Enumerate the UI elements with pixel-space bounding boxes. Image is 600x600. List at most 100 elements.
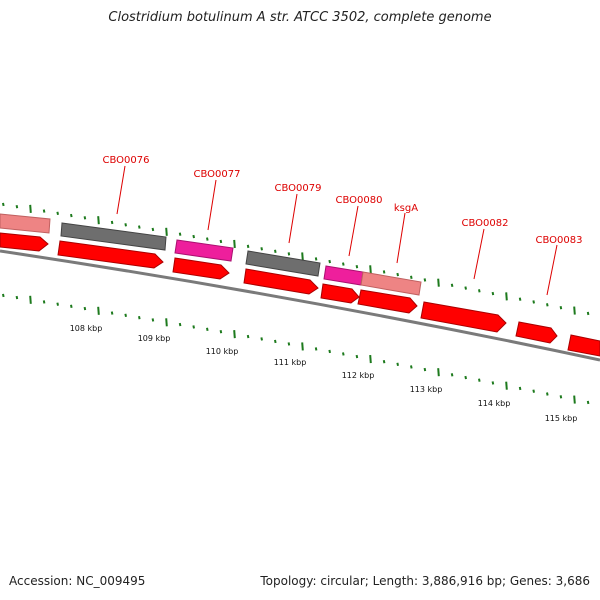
inner-scale-ticks (2, 293, 590, 405)
minor-tick (246, 334, 250, 339)
minor-tick (410, 275, 413, 279)
minor-tick (396, 362, 399, 366)
minor-tick (110, 311, 114, 315)
minor-tick (151, 227, 155, 232)
minor-tick (178, 232, 182, 236)
scale-label: 112 kbp (342, 371, 375, 380)
minor-tick (83, 306, 87, 311)
major-tick (29, 204, 32, 213)
minor-tick (287, 252, 291, 256)
cds-arrow[interactable] (420, 301, 507, 333)
minor-tick (342, 262, 345, 266)
minor-tick (70, 213, 73, 218)
minor-tick (491, 291, 495, 296)
minor-tick (328, 259, 331, 264)
minor-tick (15, 295, 19, 300)
scale-label: 113 kbp (410, 385, 443, 394)
gene-feature-ksga[interactable] (360, 271, 422, 296)
minor-tick (219, 330, 223, 334)
minor-tick (355, 354, 359, 359)
minor-tick (518, 386, 522, 391)
minor-tick (42, 209, 46, 213)
minor-tick (246, 244, 250, 249)
gene-feature-cbo0080[interactable] (323, 265, 364, 286)
minor-tick (342, 352, 345, 356)
cds-arrow[interactable] (567, 334, 600, 357)
minor-tick (260, 247, 263, 251)
minor-tick (559, 395, 563, 399)
minor-tick (450, 283, 454, 288)
minor-tick (178, 322, 182, 327)
scale-label: 115 kbp (545, 414, 578, 423)
minor-tick (70, 304, 73, 309)
minor-tick (355, 265, 359, 269)
minor-tick (478, 289, 481, 293)
minor-tick (260, 337, 263, 341)
gene-feature-cbo0077[interactable] (174, 239, 234, 262)
major-tick (437, 368, 440, 377)
outer-scale-ticks (2, 202, 590, 316)
cds-arrow[interactable] (320, 283, 360, 304)
minor-tick (2, 202, 5, 207)
gene-label-cbo0083: CBO0083 (536, 235, 583, 246)
major-tick (573, 395, 576, 404)
minor-tick (478, 378, 481, 382)
cds-arrow[interactable] (0, 232, 49, 252)
major-tick (233, 239, 236, 248)
minor-tick (546, 303, 549, 307)
gene-label-ksga: ksgA (394, 203, 418, 214)
minor-tick (124, 313, 127, 318)
cds-arrow[interactable] (357, 289, 418, 314)
major-tick (165, 318, 168, 327)
cds-arrow[interactable] (515, 321, 558, 344)
major-tick (97, 306, 100, 315)
accession-text: Accession: NC_009495 (9, 574, 146, 588)
major-tick (97, 216, 100, 225)
scale-label: 111 kbp (274, 358, 307, 367)
major-tick (301, 342, 304, 351)
minor-tick (532, 300, 535, 304)
upper-gene-track (0, 213, 422, 296)
scale-label: 110 kbp (206, 347, 239, 356)
gene-label-cbo0077: CBO0077 (194, 169, 241, 180)
minor-tick (328, 349, 331, 354)
gene-label-cbo0082: CBO0082 (462, 218, 509, 229)
major-tick (165, 227, 168, 236)
cds-arrow[interactable] (172, 257, 230, 280)
minor-tick (382, 270, 386, 274)
minor-tick (219, 239, 223, 244)
cds-arrow[interactable] (57, 240, 164, 269)
minor-tick (314, 257, 318, 261)
minor-tick (42, 300, 46, 304)
minor-tick (314, 347, 318, 351)
minor-tick (518, 297, 522, 301)
major-tick (369, 355, 372, 364)
minor-tick (56, 211, 59, 216)
scale-label: 109 kbp (138, 334, 171, 343)
map-title: Clostridium botulinum A str. ATCC 3502, … (108, 10, 492, 25)
minor-tick (274, 339, 277, 344)
minor-tick (15, 204, 19, 209)
scale-label: 114 kbp (478, 399, 511, 408)
gene-feature-cbo0079[interactable] (245, 250, 321, 277)
minor-tick (287, 342, 291, 346)
gene-labels: CBO0076 CBO0077 CBO0079 CBO0080 ksgA CBO… (103, 155, 583, 246)
minor-tick (491, 381, 495, 385)
minor-tick (382, 359, 386, 364)
cds-arrow[interactable] (243, 268, 319, 295)
major-tick (573, 306, 576, 315)
major-tick (29, 295, 32, 304)
major-tick (233, 330, 236, 339)
major-tick (369, 265, 372, 274)
scale-labels: 108 kbp 109 kbp 110 kbp 111 kbp 112 kbp … (70, 324, 578, 423)
minor-tick (124, 223, 127, 227)
topology-text: Topology: circular; Length: 3,886,916 bp… (260, 574, 590, 588)
lower-cds-track (0, 232, 600, 357)
gene-feature-pink[interactable] (0, 213, 51, 234)
gene-label-cbo0076: CBO0076 (103, 155, 150, 166)
minor-tick (274, 249, 277, 254)
minor-tick (206, 237, 209, 241)
gene-feature-cbo0076[interactable] (60, 222, 167, 251)
